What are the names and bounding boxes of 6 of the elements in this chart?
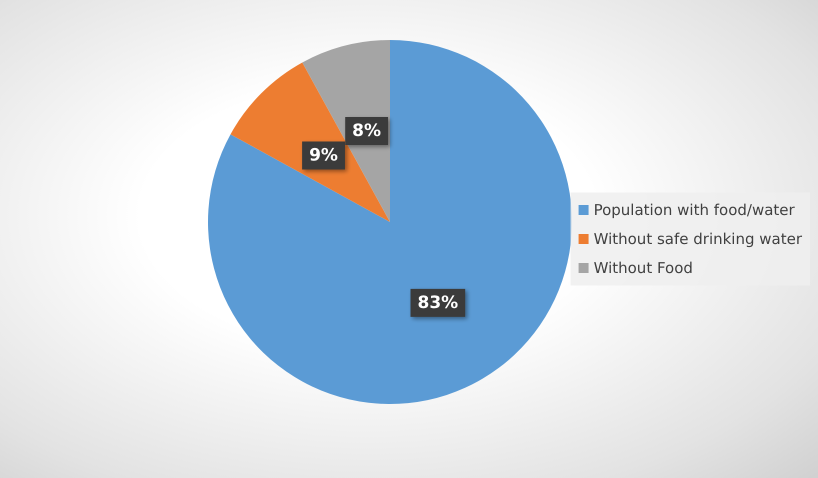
data-label: 83% [418, 292, 458, 313]
data-label: 9% [309, 146, 338, 166]
legend-label: Population with food/water [594, 201, 796, 219]
data-label: 8% [352, 120, 382, 141]
legend-label: Without Food [594, 259, 693, 277]
legend-label: Without safe drinking water [594, 230, 803, 248]
